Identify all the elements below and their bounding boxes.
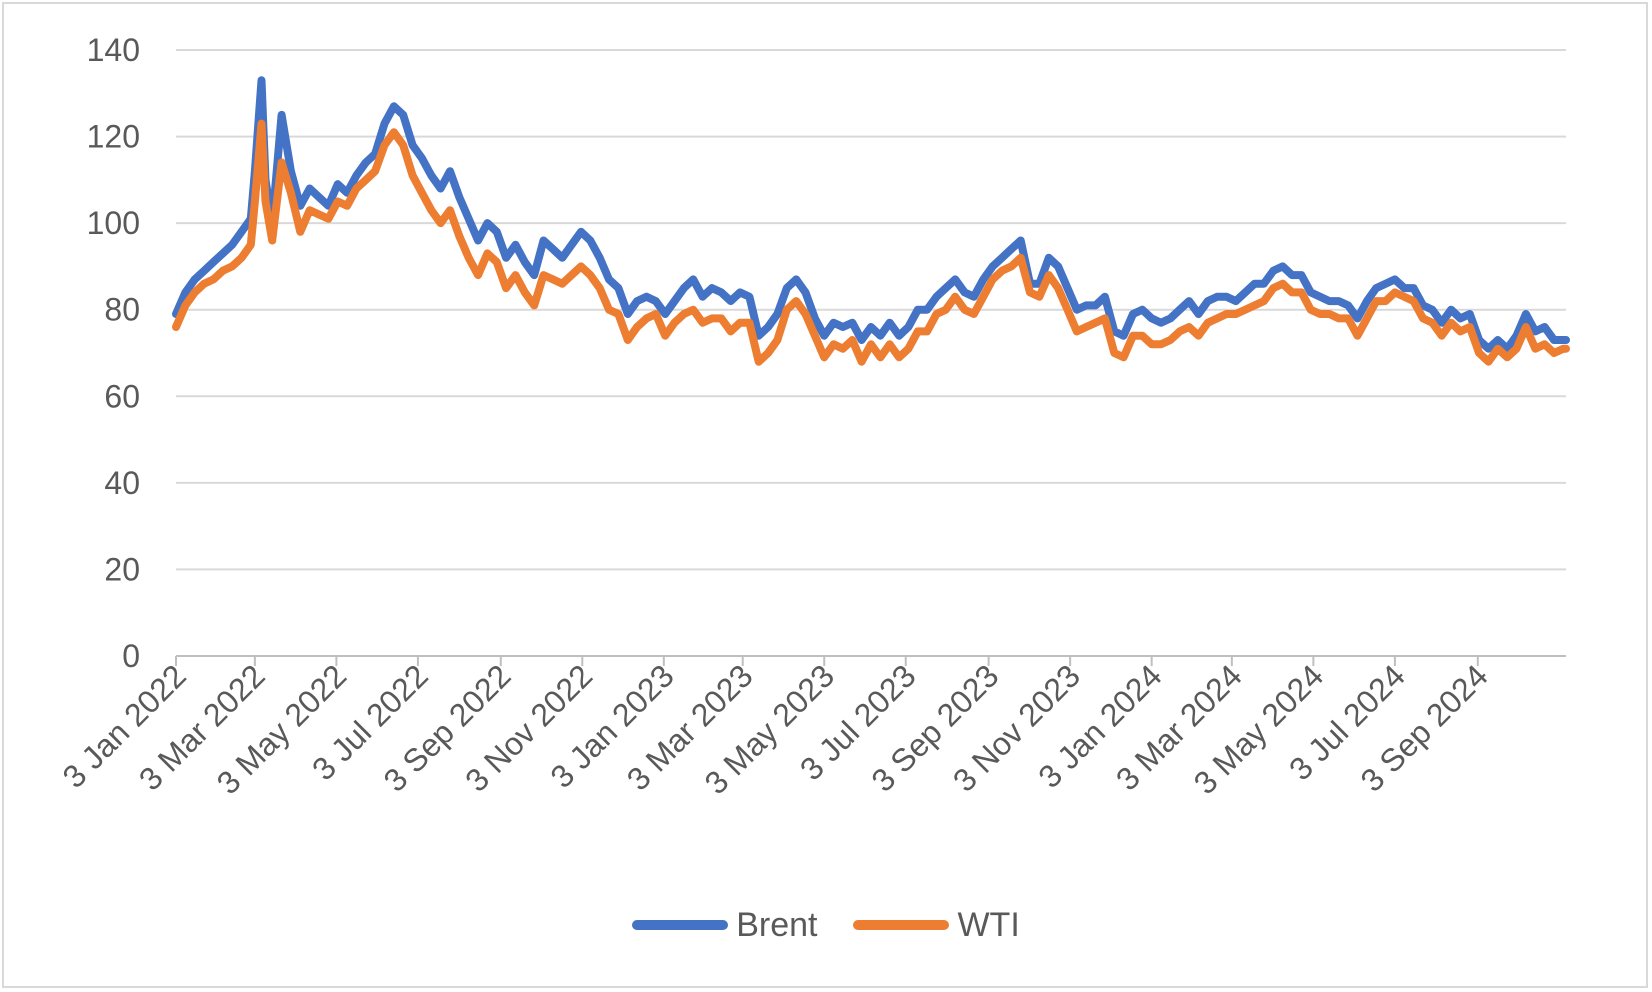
y-tick-label-140: 140 — [87, 32, 140, 68]
y-tick-label-20: 20 — [104, 551, 140, 587]
legend-item-brent[interactable]: Brent — [632, 906, 817, 945]
y-tick-label-0: 0 — [122, 638, 140, 674]
legend: Brent WTI — [0, 900, 1652, 950]
y-tick-label-100: 100 — [87, 205, 140, 241]
gridlines — [176, 49, 1566, 571]
series-lines — [172, 76, 1570, 366]
legend-item-wti[interactable]: WTI — [853, 905, 1020, 945]
y-tick-label-120: 120 — [87, 119, 140, 155]
series-line-wti[interactable] — [172, 119, 1570, 366]
x-axis — [175, 655, 1566, 666]
y-tick-label-40: 40 — [104, 465, 140, 501]
legend-swatch-brent — [632, 920, 729, 930]
y-tick-label-80: 80 — [104, 292, 140, 328]
legend-label-wti: WTI — [957, 905, 1020, 944]
series-line-brent[interactable] — [172, 76, 1570, 353]
legend-label-brent: Brent — [736, 905, 818, 944]
legend-swatch-wti — [853, 920, 950, 930]
y-tick-label-60: 60 — [104, 378, 140, 414]
y-axis-tick-labels: 0 20 40 60 80 100 120 140 — [87, 32, 140, 674]
